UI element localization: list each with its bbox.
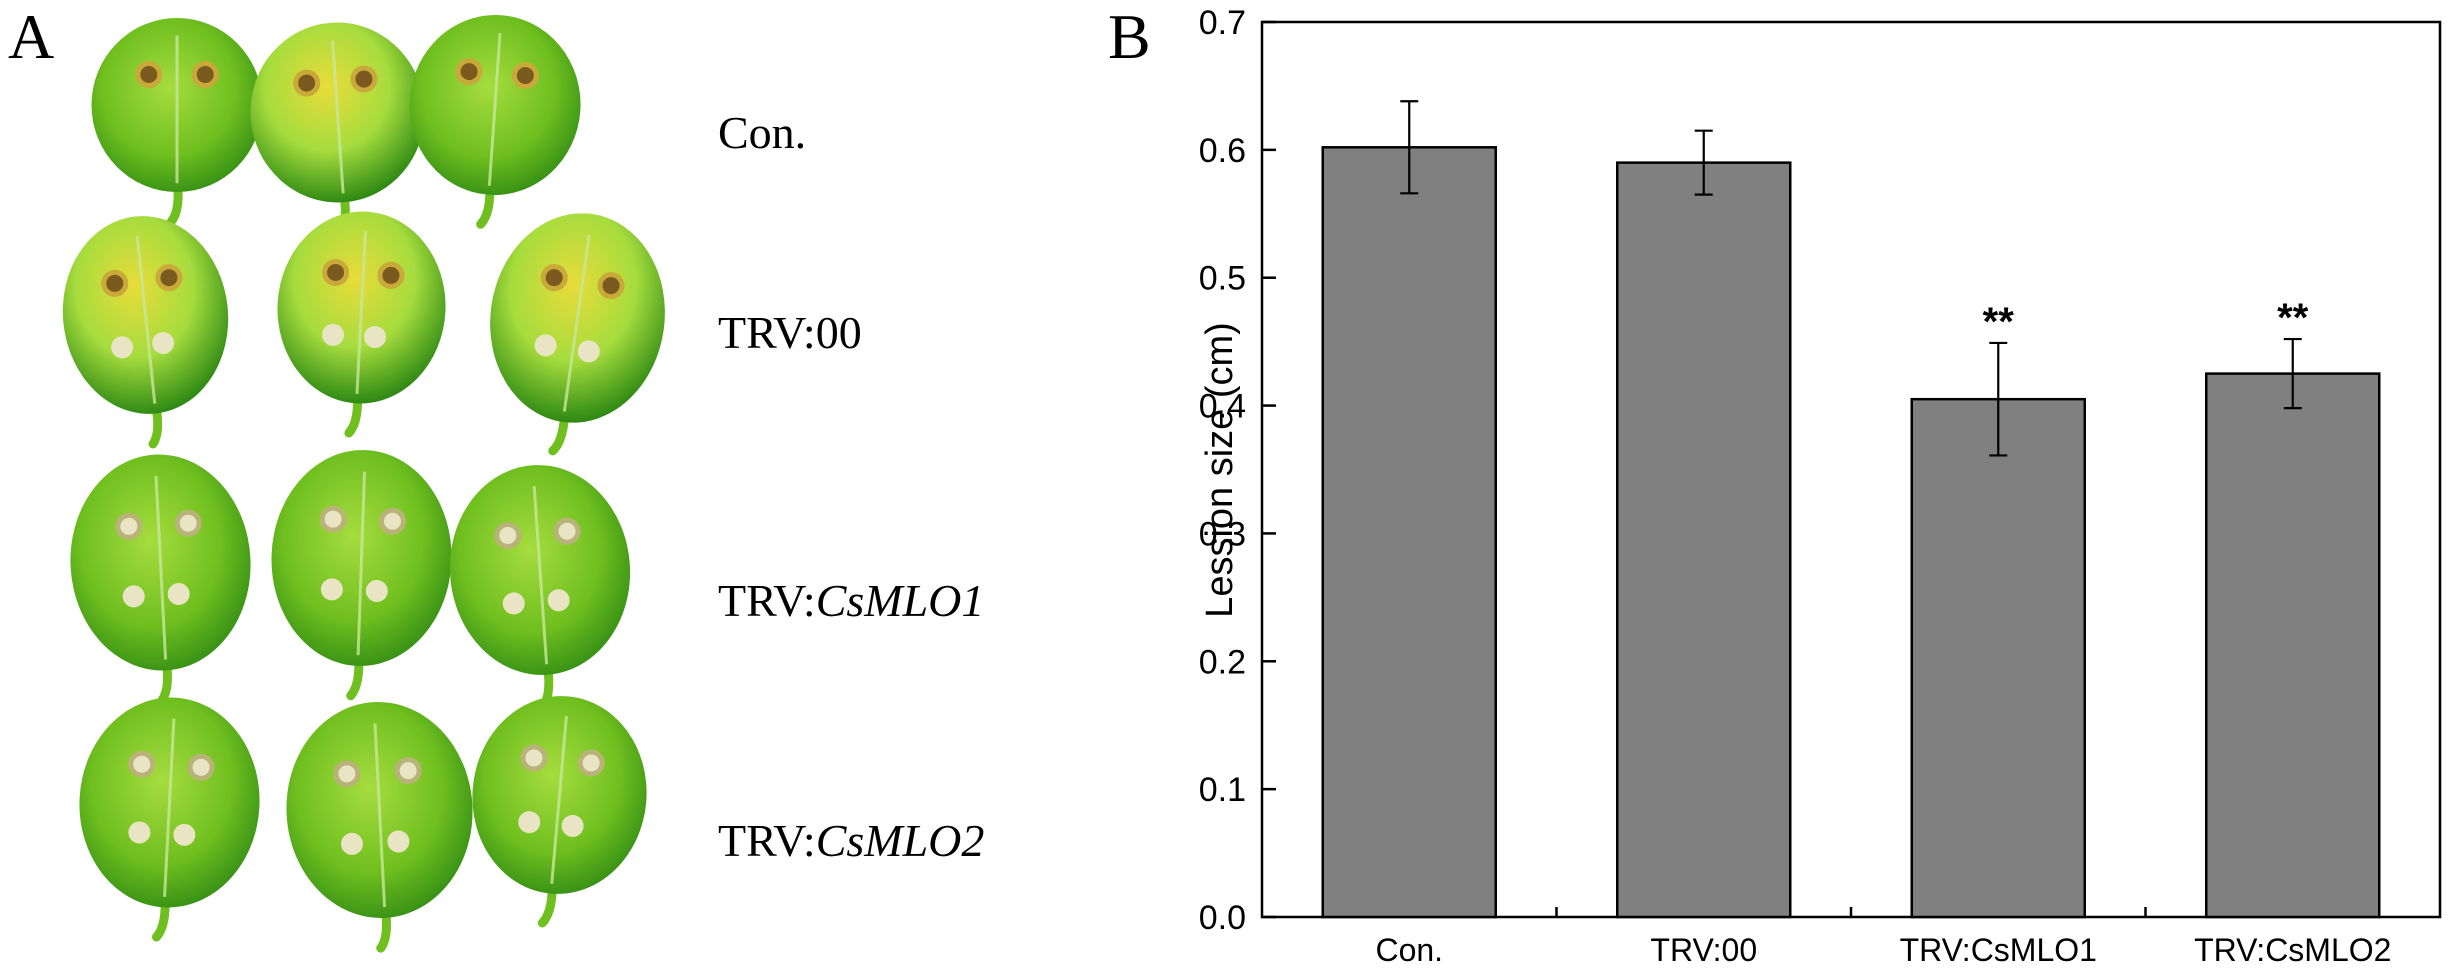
- lesion-spot: [520, 744, 548, 772]
- lesion-spot: [333, 760, 361, 788]
- row-label-con: Con.: [718, 107, 806, 158]
- bar-chart: 0.0 0.1 0.2 0.3 0.4 0.5 0.6 0.7 Con. TRV:00 TRV:C…: [1199, 4, 2442, 968]
- lesion-spot: [111, 336, 134, 359]
- leaf-midrib: [487, 33, 502, 186]
- row-labels: Con. TRV:00 TRV:CsMLO1 TRV:CsMLO2: [718, 107, 984, 866]
- leaf: [449, 465, 631, 710]
- leaf: [277, 211, 446, 438]
- lesion-spot: [187, 753, 215, 781]
- leaf-midrib: [135, 236, 157, 404]
- leaf-midrib: [562, 234, 591, 412]
- row-label-trv00: TRV:00: [718, 307, 862, 358]
- y-tick-label: 0.1: [1199, 771, 1246, 809]
- lesion-spot: [534, 334, 557, 357]
- y-axis: 0.0 0.1 0.2 0.3 0.4 0.5 0.6 0.7: [1199, 4, 1276, 937]
- y-tick-label: 0.3: [1199, 515, 1246, 553]
- lesion-spot: [191, 61, 219, 89]
- lesion-spot: [511, 62, 539, 90]
- bar: [1616, 161, 1792, 919]
- y-tick-label: 0.6: [1199, 132, 1246, 170]
- leaf-midrib: [163, 718, 176, 897]
- leaf-midrib: [373, 723, 387, 908]
- significance-mark: **: [1983, 300, 2015, 344]
- bar: [1321, 146, 1497, 919]
- leaf-photo-grid: [62, 15, 665, 953]
- x-tick-label: TRV:CsMLO2: [2194, 932, 2391, 968]
- leaf: [250, 22, 425, 238]
- y-tick-label: 0.4: [1199, 388, 1246, 426]
- y-tick-label: 0.5: [1199, 260, 1246, 298]
- lesion-spot: [350, 65, 378, 93]
- lesion-spot: [363, 326, 386, 349]
- lesion-spot: [377, 261, 405, 289]
- lesion-spot: [101, 269, 129, 297]
- y-tick-label: 0.2: [1199, 643, 1246, 681]
- bar: [2205, 372, 2381, 919]
- lesion-spot: [135, 61, 163, 89]
- leaf-midrib: [550, 715, 568, 884]
- lesion-spot: [553, 517, 581, 545]
- lesion-spot: [561, 814, 584, 837]
- lesion-spot: [115, 512, 143, 540]
- lesion-spot: [547, 589, 570, 612]
- y-tick-label: 0.7: [1199, 4, 1246, 42]
- leaf: [79, 697, 260, 942]
- lesion-spot: [379, 507, 407, 535]
- lesion-spot: [322, 258, 350, 286]
- lesion-spot: [518, 811, 541, 834]
- leaf-midrib: [154, 476, 168, 660]
- lesion-spot: [494, 521, 522, 549]
- lesion-spot: [577, 340, 600, 363]
- lesion-spot: [122, 585, 145, 608]
- panel-b-label: B: [1108, 1, 1151, 72]
- lesion-spot: [577, 749, 605, 777]
- lesion-spot: [152, 332, 175, 355]
- leaf-midrib: [355, 230, 368, 394]
- lesion-spot: [597, 272, 625, 300]
- leaf: [62, 216, 229, 449]
- leaf-midrib: [356, 471, 367, 656]
- x-tick-label: TRV:00: [1650, 932, 1757, 968]
- lesion-spot: [322, 323, 345, 346]
- bar: [1910, 397, 2086, 919]
- lesion-spot: [293, 69, 321, 97]
- leaf: [472, 696, 647, 928]
- lesion-spot: [319, 505, 347, 533]
- lesion-spot: [173, 823, 196, 846]
- bars: ** **: [1321, 100, 2381, 919]
- lesion-spot: [502, 592, 525, 615]
- lesion-spot: [340, 832, 363, 855]
- leaf-midrib: [330, 40, 345, 194]
- lesion-spot: [365, 579, 388, 602]
- lesion-spot: [387, 830, 410, 853]
- lesion-spot: [128, 750, 156, 778]
- lesion-spot: [128, 821, 151, 844]
- x-tick-label: TRV:CsMLO1: [1900, 932, 2097, 968]
- leaf: [409, 15, 581, 229]
- lesion-spot: [394, 757, 422, 785]
- lesion-spot: [167, 582, 190, 605]
- row-label-csmlo2: TRV:CsMLO2: [718, 815, 984, 866]
- lesion-spot: [174, 509, 202, 537]
- leaf: [286, 702, 473, 953]
- leaf: [271, 450, 452, 701]
- leaf: [490, 213, 665, 456]
- lesion-spot: [540, 264, 568, 292]
- lesion-spot: [455, 58, 483, 86]
- lesion-spot: [155, 264, 183, 292]
- row-label-csmlo1: TRV:CsMLO1: [718, 575, 984, 626]
- leaf: [70, 454, 251, 706]
- x-axis: Con. TRV:00 TRV:CsMLO1 TRV:CsMLO2: [1375, 907, 2391, 968]
- y-axis-label: Lession size (cm): [1199, 322, 1241, 618]
- x-tick-label: Con.: [1375, 932, 1443, 968]
- panel-a-label: A: [8, 1, 54, 72]
- leaf: [91, 18, 263, 227]
- significance-mark: **: [2277, 296, 2309, 340]
- lesion-spot: [320, 578, 343, 601]
- y-tick-label: 0.0: [1199, 899, 1246, 937]
- leaf-midrib: [532, 486, 549, 665]
